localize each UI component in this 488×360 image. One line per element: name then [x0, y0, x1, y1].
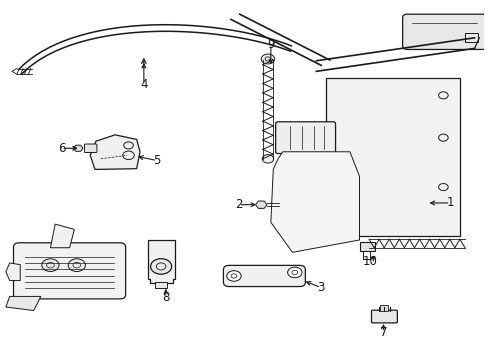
Text: 10: 10 — [362, 255, 377, 267]
FancyBboxPatch shape — [223, 265, 305, 287]
Text: 7: 7 — [379, 326, 386, 339]
FancyBboxPatch shape — [402, 14, 486, 49]
FancyBboxPatch shape — [285, 152, 323, 161]
FancyBboxPatch shape — [275, 122, 335, 154]
Polygon shape — [147, 240, 174, 283]
Text: 1: 1 — [446, 197, 453, 210]
Circle shape — [304, 208, 318, 219]
Text: 6: 6 — [58, 142, 65, 155]
FancyBboxPatch shape — [155, 282, 166, 288]
Circle shape — [150, 259, 171, 274]
Polygon shape — [73, 145, 83, 151]
FancyBboxPatch shape — [371, 310, 397, 323]
Polygon shape — [325, 78, 459, 237]
FancyBboxPatch shape — [380, 305, 387, 311]
Polygon shape — [6, 296, 41, 311]
Text: 4: 4 — [140, 78, 147, 91]
Polygon shape — [6, 263, 20, 280]
Circle shape — [287, 267, 302, 278]
Text: 5: 5 — [153, 154, 161, 167]
FancyBboxPatch shape — [14, 243, 125, 299]
Polygon shape — [255, 201, 266, 208]
Circle shape — [41, 259, 59, 271]
Circle shape — [262, 154, 273, 163]
Circle shape — [226, 271, 241, 281]
Circle shape — [280, 190, 342, 237]
FancyBboxPatch shape — [359, 242, 374, 251]
Circle shape — [261, 54, 274, 64]
Text: 8: 8 — [162, 291, 169, 303]
Circle shape — [316, 209, 356, 239]
Text: 3: 3 — [317, 281, 324, 294]
Polygon shape — [90, 135, 140, 170]
Text: 2: 2 — [235, 198, 242, 211]
Polygon shape — [50, 224, 74, 248]
Circle shape — [68, 259, 85, 271]
Polygon shape — [270, 152, 359, 252]
Text: 9: 9 — [266, 38, 274, 51]
FancyBboxPatch shape — [84, 144, 97, 153]
Circle shape — [286, 180, 315, 201]
